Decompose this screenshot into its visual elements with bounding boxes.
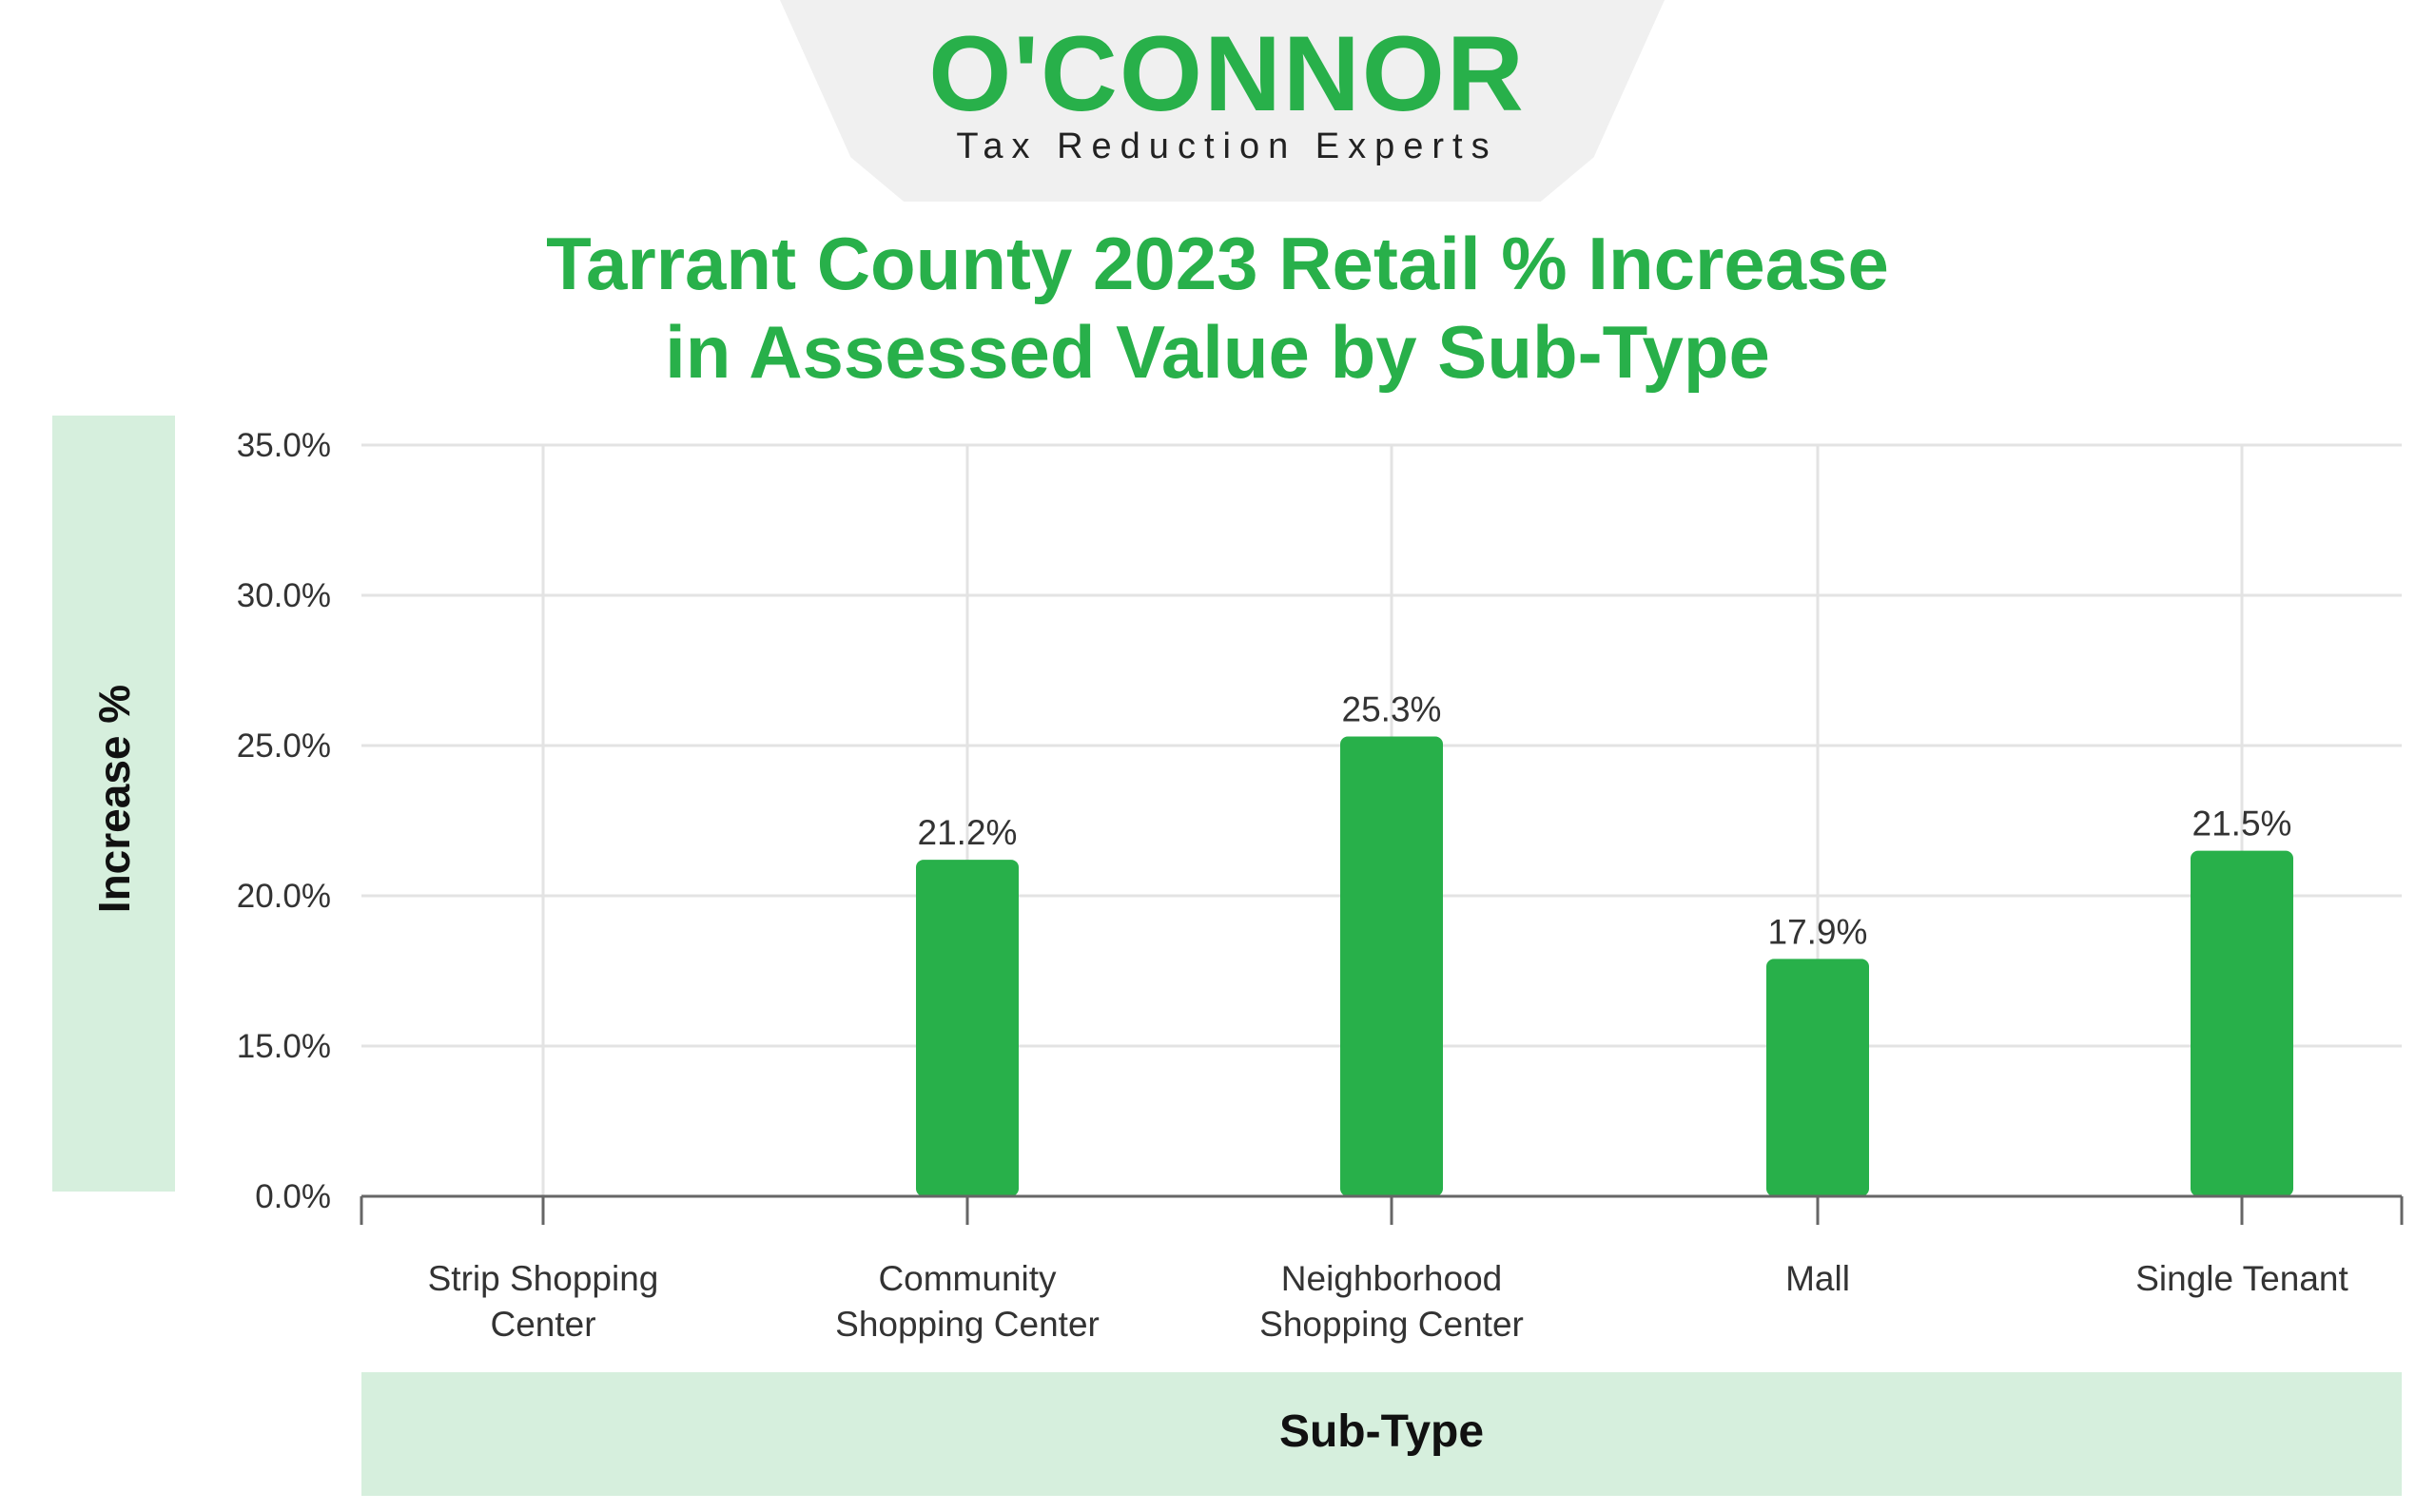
x-category-label-line: Neighborhood <box>1281 1259 1502 1298</box>
logo-tagline: Tax Reduction Experts <box>956 126 1498 166</box>
x-axis-label: Sub-Type <box>1278 1406 1485 1457</box>
x-category-label: Community Shopping Center <box>835 1259 1100 1344</box>
x-category-label-line: Single Tenant <box>2135 1259 2348 1298</box>
x-axis-label-band <box>361 1372 2402 1496</box>
bar <box>1766 959 1869 1196</box>
bar-value-label: 21.5% <box>2192 804 2292 843</box>
bar <box>2191 850 2293 1196</box>
y-tick-label: 25.0% <box>237 727 331 765</box>
logo-tab-background <box>780 0 1665 202</box>
bar-value-label: 21.2% <box>918 813 1018 852</box>
oconnor-logo: O'CONNOR <box>928 14 1526 133</box>
x-category-label-line: Shopping Center <box>835 1305 1100 1344</box>
x-category-label: Neighborhood Shopping Center <box>1259 1259 1524 1344</box>
bar <box>1340 736 1443 1196</box>
bar-value-label: 25.3% <box>1342 690 1442 729</box>
x-category-label: Single Tenant <box>2135 1259 2348 1298</box>
y-tick-label: 30.0% <box>237 577 331 614</box>
x-category-label-line: Shopping Center <box>1259 1305 1524 1344</box>
y-tick-label: 35.0% <box>237 427 331 464</box>
x-category-label: Mall <box>1785 1259 1850 1298</box>
x-category-label: Strip Shopping Center <box>428 1259 659 1344</box>
x-category-label-line: Community <box>878 1259 1057 1298</box>
bar-value-label: 17.9% <box>1768 912 1868 951</box>
chart-title-line-2: in Assessed Value by Sub-Type <box>665 310 1770 394</box>
y-axis-label-band <box>52 416 175 1192</box>
y-tick-label: 0.0% <box>255 1178 331 1215</box>
x-category-label-line: Strip Shopping <box>428 1259 659 1298</box>
x-category-label-line: Center <box>490 1305 595 1344</box>
y-tick-label: 15.0% <box>237 1028 331 1065</box>
bar <box>916 860 1019 1196</box>
y-tick-label: 20.0% <box>237 878 331 915</box>
x-category-label-line: Mall <box>1785 1259 1850 1298</box>
chart-title-line-1: Tarrant County 2023 Retail % Increase <box>546 222 1889 305</box>
